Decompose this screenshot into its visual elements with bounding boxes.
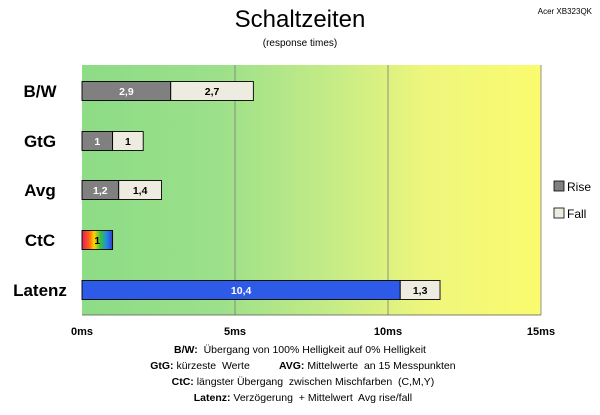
chart-subtitle: (response times) (263, 38, 337, 49)
grid-lines (82, 65, 542, 316)
category-label: CtC (25, 231, 55, 250)
bar-avg-rise-label: 1,2 (93, 185, 108, 197)
x-tick-label: 0ms (71, 326, 93, 338)
bar-bw-fall (170, 81, 254, 101)
bars: 2,9 2,7 1 1 1,2 1,4 1 10,4 1,3 (81, 81, 441, 300)
legend-swatch-fall (553, 207, 565, 219)
category-label: Latenz (13, 281, 67, 300)
footnote-ctc-text: längster Übergang zwischen Mischfarben (… (194, 376, 434, 388)
category-labels: B/W GtG Avg CtC Latenz (13, 82, 67, 300)
footnote-avg-key: AVG: (279, 360, 304, 372)
bar-ctc-main-label: 1 (94, 235, 100, 247)
footnote-gtg-key: GtG: (150, 360, 173, 372)
model-label: Acer XB323QK (538, 7, 593, 16)
bar-gtg-rise-label: 1 (94, 136, 100, 148)
x-tick-label: 10ms (374, 326, 402, 338)
footnote-bw-key: B/W: (174, 344, 198, 356)
bar-ctc-main (81, 230, 114, 250)
x-tick-label: 15ms (527, 326, 555, 338)
footnote-ctc: CtC: längster Übergang zwischen Mischfar… (151, 376, 449, 388)
chart-title: Schaltzeiten (235, 6, 366, 33)
footnotes: B/W: Übergang von 100% Helligkeit auf 0%… (130, 344, 470, 404)
footnote-latenz: Latenz: Verzögerung + Mittelwert Avg ris… (173, 392, 426, 404)
legend-label-rise: Rise (567, 180, 591, 194)
footnote-bw-text: Übergang von 100% Helligkeit auf 0% Hell… (198, 344, 426, 356)
legend-swatch-rise (553, 180, 565, 192)
category-label: GtG (24, 132, 56, 151)
category-label: Avg (24, 181, 56, 200)
bar-gtg-fall (112, 131, 144, 151)
legend: Rise Fall (553, 180, 591, 221)
bar-bw-fall-label: 2,7 (205, 86, 220, 98)
bar-latenz-fall-label: 1,3 (413, 285, 428, 297)
footnote-gtg-avg: GtG: kürzeste Werte AVG: Mittelwerte an … (130, 360, 470, 372)
footnote-latenz-text: Verzögerung + Mittelwert Avg rise/fall (230, 392, 412, 404)
bar-avg-fall (118, 180, 163, 200)
footnote-latenz-key: Latenz: (194, 392, 231, 404)
x-tick-label: 5ms (224, 326, 246, 338)
footnote-ctc-key: CtC: (172, 376, 194, 388)
bar-bw-rise-label: 2,9 (119, 86, 134, 98)
bar-latenz-main-label: 10,4 (231, 285, 252, 297)
footnote-avg-text: Mittelwerte an 15 Messpunkten (304, 360, 455, 372)
legend-label-fall: Fall (567, 207, 586, 221)
footnote-bw: B/W: Übergang von 100% Helligkeit auf 0%… (174, 344, 426, 356)
footnote-gtg-text: kürzeste Werte (174, 360, 279, 372)
bar-avg-fall-label: 1,4 (133, 185, 148, 197)
bar-gtg-fall-label: 1 (125, 136, 131, 148)
bar-latenz-fall (399, 280, 441, 300)
category-label: B/W (23, 82, 57, 101)
x-axis-ticks: 0ms 5ms 10ms 15ms (71, 326, 555, 338)
